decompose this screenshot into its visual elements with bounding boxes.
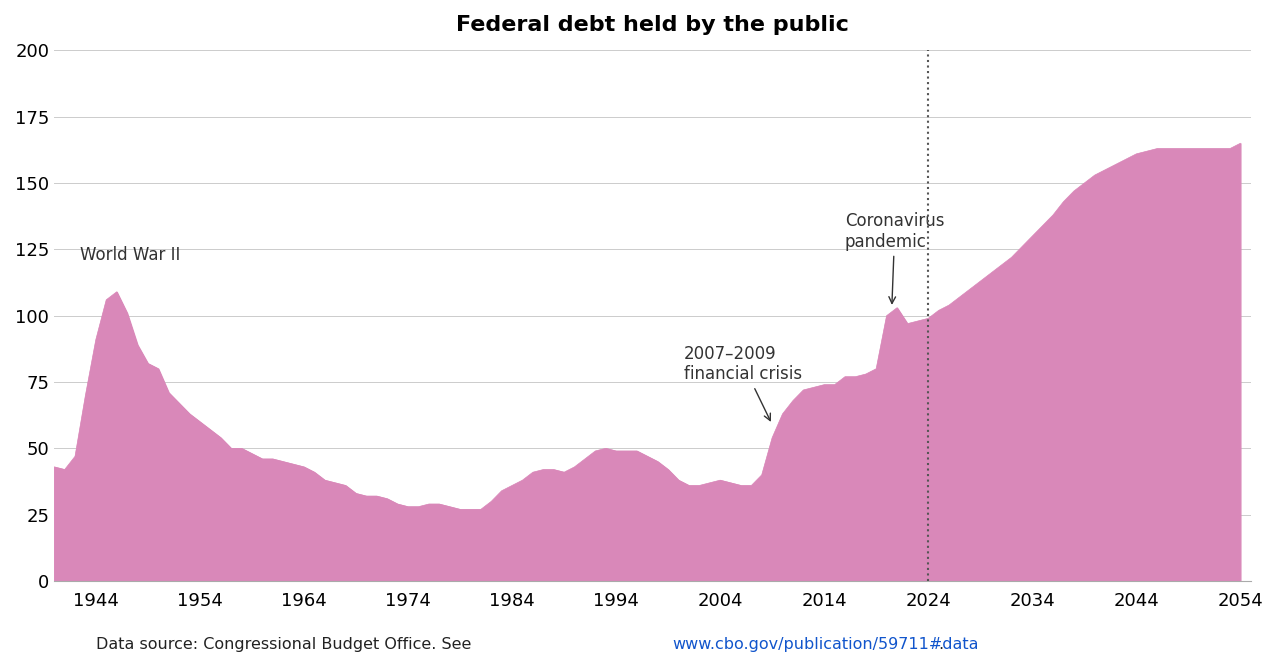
Text: Coronavirus
pandemic: Coronavirus pandemic: [845, 212, 945, 303]
Text: World War II: World War II: [81, 246, 180, 264]
Text: .: .: [938, 636, 943, 652]
Text: Data source: Congressional Budget Office. See: Data source: Congressional Budget Office…: [96, 636, 476, 652]
Title: Federal debt held by the public: Federal debt held by the public: [456, 15, 849, 35]
Text: www.cbo.gov/publication/59711#data: www.cbo.gov/publication/59711#data: [673, 636, 979, 652]
Text: 2007–2009
financial crisis: 2007–2009 financial crisis: [684, 344, 801, 420]
